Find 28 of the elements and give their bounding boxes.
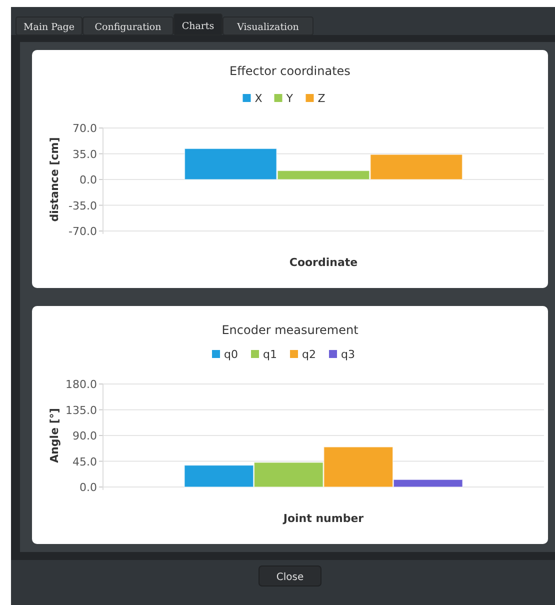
y-tick-label: 135.0	[66, 404, 97, 417]
y-tick-label: 90.0	[72, 430, 97, 442]
tab: Configuration	[82, 16, 174, 36]
y-tick-label: 45.0	[72, 455, 97, 468]
x-axis-title: Joint number	[282, 512, 364, 525]
legend-label: X	[254, 92, 263, 105]
y-axis-title: distance [cm]	[48, 137, 61, 222]
y-tick-label: -70.0	[68, 225, 97, 238]
legend-label: q1	[263, 348, 277, 361]
chart-title: Encoder measurement	[222, 323, 359, 337]
legend-label: q2	[302, 348, 316, 361]
y-tick-label: 0.0	[80, 481, 97, 494]
y-tick-label: 35.0	[72, 148, 97, 161]
y-tick-label: -35.0	[68, 199, 97, 212]
legend-label: q3	[341, 348, 355, 361]
tab: Visualization	[222, 16, 314, 36]
legend-label: q0	[224, 348, 238, 361]
legend-label: Y	[285, 92, 294, 105]
x-axis-title: Coordinate	[289, 256, 358, 269]
chart-title: Effector coordinates	[230, 64, 350, 78]
close-button: Close	[258, 566, 322, 586]
y-tick-label: 70.0	[72, 122, 97, 135]
y-axis-title: Angle [°]	[48, 408, 61, 463]
tab: Charts	[174, 14, 222, 36]
y-tick-label: 0.0	[80, 174, 97, 186]
tab: Main Page	[16, 16, 82, 36]
y-tick-label: 180.0	[66, 378, 97, 391]
legend-label: Z	[318, 92, 326, 105]
